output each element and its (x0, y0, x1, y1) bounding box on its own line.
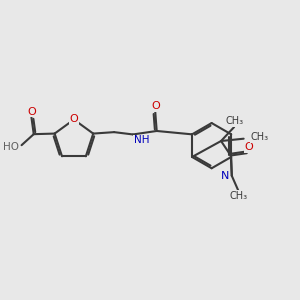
Text: CH₃: CH₃ (229, 190, 247, 200)
Text: HO: HO (3, 142, 19, 152)
Text: O: O (151, 101, 160, 111)
Text: O: O (245, 142, 254, 152)
Text: CH₃: CH₃ (225, 116, 243, 126)
Text: O: O (27, 106, 36, 116)
Text: N: N (221, 171, 230, 181)
Text: O: O (70, 114, 78, 124)
Text: CH₃: CH₃ (250, 132, 268, 142)
Text: NH: NH (134, 135, 149, 145)
